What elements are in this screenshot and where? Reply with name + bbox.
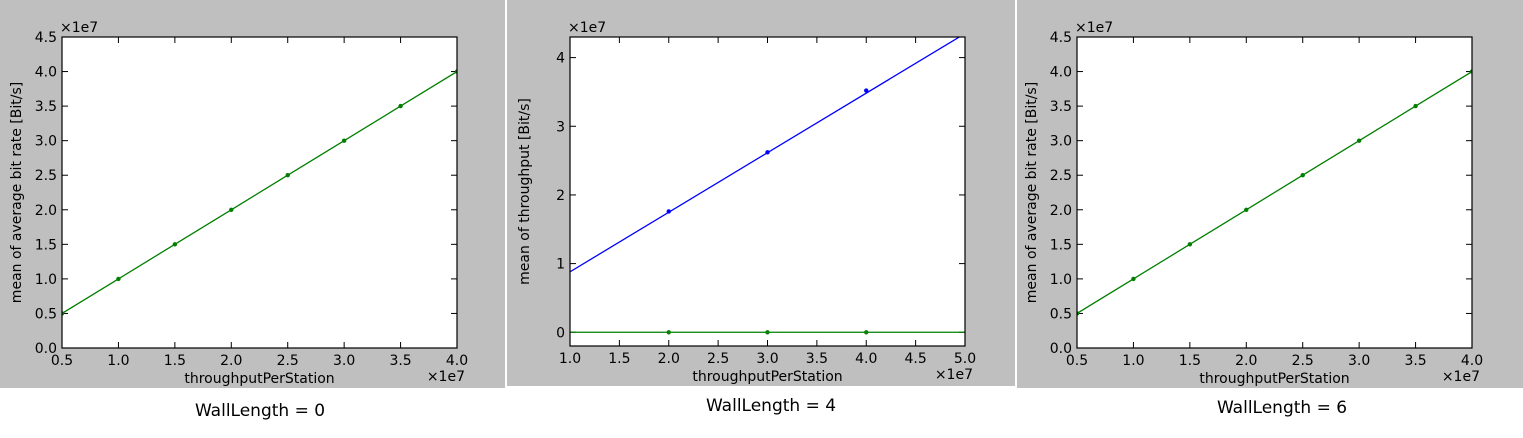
y-tick-label: 0.0: [1050, 341, 1072, 357]
data-point: [864, 88, 869, 93]
data-point: [172, 242, 178, 247]
y-tick-label: 1: [556, 257, 565, 273]
chart-3-caption: WallLength = 6: [1216, 398, 1348, 418]
x-tick-label: 4.0: [1461, 353, 1483, 369]
y-tick-label: 4.5: [1050, 30, 1072, 46]
plot-frame: [569, 36, 966, 347]
x-tick-label: 4.5: [904, 351, 926, 367]
x-tick-label: 3.5: [806, 351, 828, 367]
data-point: [666, 330, 671, 335]
x-tick-label: 2.0: [220, 353, 242, 369]
data-point: [285, 173, 290, 178]
y-tick-label: 4.5: [35, 30, 57, 46]
series-2: [570, 330, 965, 335]
x-tick-label: 1.0: [107, 353, 129, 369]
plot-frame: [1076, 36, 1473, 349]
y-tick-label: 1.5: [1050, 237, 1072, 253]
series-1: [570, 37, 961, 273]
series-1: [62, 69, 457, 316]
data-point: [229, 207, 234, 212]
data-point: [1187, 242, 1193, 247]
x-tick-label: 3.0: [333, 353, 355, 369]
y-tick-label: 2.0: [1050, 203, 1072, 219]
y-tick-label: 1.0: [1050, 272, 1072, 288]
data-point: [666, 209, 671, 214]
x-tick-label: 0.5: [1066, 353, 1088, 369]
x-tick-label: 1.5: [1179, 353, 1201, 369]
x-axis-label: throughputPerStation: [1199, 371, 1349, 387]
y-axis-multiplier: ×1e7: [568, 20, 606, 36]
y-tick-label: 0.5: [1050, 306, 1072, 322]
data-point: [1356, 138, 1362, 143]
y-tick-label: 2.0: [35, 203, 57, 219]
series-line: [1077, 71, 1472, 314]
series-line: [62, 71, 457, 314]
x-tick-label: 2.5: [707, 351, 729, 367]
y-axis-label: mean of average bit rate [Bit/s]: [1024, 82, 1040, 303]
data-point: [864, 330, 869, 335]
data-point: [1300, 173, 1305, 178]
data-point: [341, 138, 347, 143]
y-tick-label: 1.5: [35, 237, 57, 253]
x-tick-label: 1.0: [559, 351, 581, 367]
x-axis-label: throughputPerStation: [692, 369, 842, 385]
x-tick-label: 1.5: [608, 351, 630, 367]
data-point: [1244, 207, 1249, 212]
y-tick-label: 3.5: [1050, 99, 1072, 115]
y-tick-label: 4.0: [35, 65, 57, 81]
y-axis-label: mean of throughput [Bit/s]: [517, 98, 533, 285]
plot-frame: [61, 36, 458, 349]
data-point: [765, 330, 770, 335]
x-tick-label: 2.5: [1292, 353, 1314, 369]
y-axis-label: mean of average bit rate [Bit/s]: [9, 82, 25, 303]
x-axis-multiplier: ×1e7: [1442, 369, 1480, 385]
data-point: [1413, 103, 1418, 109]
data-point: [398, 103, 403, 109]
data-point: [116, 276, 121, 282]
chart-1-caption: WallLength = 0: [194, 401, 326, 421]
x-tick-label: 5.0: [954, 351, 976, 367]
x-tick-label: 1.5: [164, 353, 186, 369]
data-point: [1131, 276, 1136, 282]
x-tick-label: 2.0: [658, 351, 680, 367]
y-tick-label: 3: [556, 119, 565, 135]
y-tick-label: 0: [556, 325, 565, 341]
y-tick-label: 4: [556, 51, 565, 67]
y-tick-label: 0.5: [35, 306, 57, 322]
y-tick-label: 2.5: [1050, 168, 1072, 184]
x-tick-label: 3.0: [1348, 353, 1370, 369]
x-tick-label: 3.5: [389, 353, 411, 369]
chart-2-caption: WallLength = 4: [705, 396, 837, 416]
y-axis-multiplier: ×1e7: [1075, 20, 1113, 36]
x-tick-label: 2.0: [1235, 353, 1257, 369]
data-point: [765, 150, 770, 155]
y-tick-label: 3.0: [35, 134, 57, 150]
y-tick-label: 0.0: [35, 341, 57, 357]
y-tick-label: 2.5: [35, 168, 57, 184]
y-tick-label: 3.0: [1050, 134, 1072, 150]
x-axis-label: throughputPerStation: [184, 371, 334, 387]
y-tick-label: 1.0: [35, 272, 57, 288]
x-tick-label: 4.0: [855, 351, 877, 367]
x-tick-label: 2.5: [277, 353, 299, 369]
x-tick-label: 3.0: [756, 351, 778, 367]
x-tick-label: 1.0: [1122, 353, 1144, 369]
plot-area: [570, 37, 965, 346]
x-tick-label: 4.0: [446, 353, 468, 369]
x-axis-multiplier: ×1e7: [427, 369, 465, 385]
x-tick-label: 0.5: [51, 353, 73, 369]
y-tick-label: 2: [556, 188, 565, 204]
y-tick-label: 3.5: [35, 99, 57, 115]
x-axis-multiplier: ×1e7: [935, 367, 973, 383]
y-tick-label: 4.0: [1050, 65, 1072, 81]
x-tick-label: 3.5: [1404, 353, 1426, 369]
y-axis-multiplier: ×1e7: [60, 20, 98, 36]
